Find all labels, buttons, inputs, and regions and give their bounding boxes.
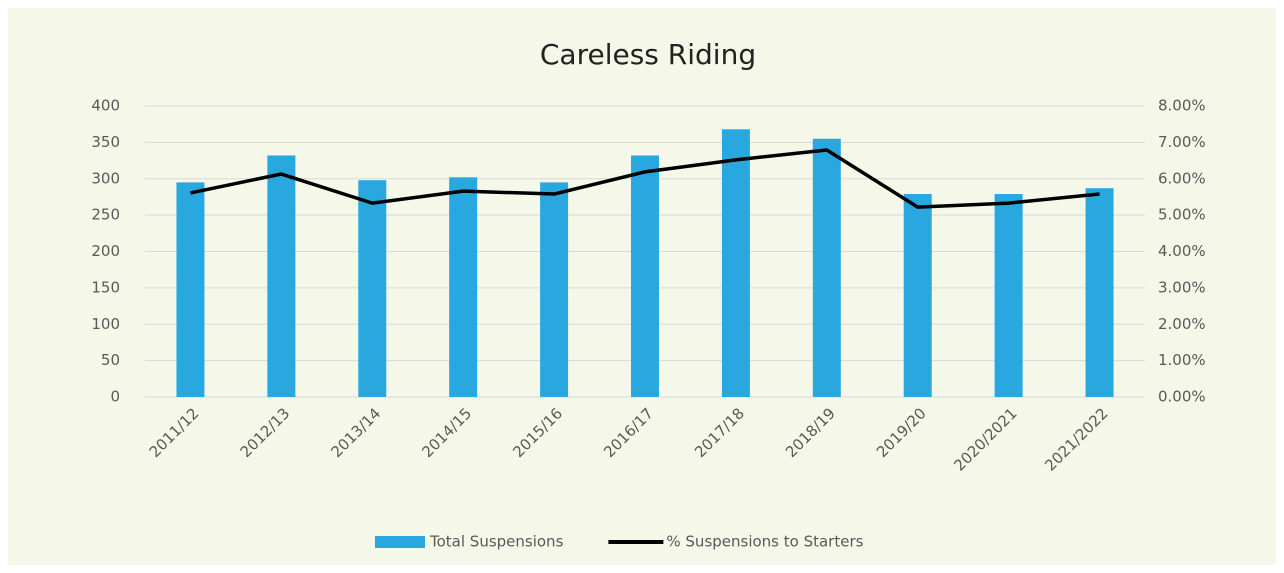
y-tick-label: 200 xyxy=(91,242,120,260)
y2-tick-label: 8.00% xyxy=(1158,97,1206,115)
line xyxy=(190,148,1100,209)
legend-swatch xyxy=(375,536,425,548)
y-tick-label: 150 xyxy=(91,278,120,296)
bar xyxy=(721,129,750,397)
bar xyxy=(903,194,932,397)
y2-tick-label: 1.00% xyxy=(1158,351,1206,369)
bar xyxy=(812,138,841,398)
bar xyxy=(540,182,569,397)
y-tick-label: 400 xyxy=(91,97,120,115)
y-tick-label: 350 xyxy=(91,133,120,151)
y2-tick-label: 5.00% xyxy=(1158,206,1206,224)
bar xyxy=(267,155,296,397)
bar xyxy=(1085,188,1114,397)
y2-tick-label: 0.00% xyxy=(1158,388,1206,406)
y2-tick-label: 4.00% xyxy=(1158,242,1206,260)
y-tick-label: 250 xyxy=(91,206,120,224)
y2-tick-label: 7.00% xyxy=(1158,133,1206,151)
y2-tick-label: 2.00% xyxy=(1158,315,1206,333)
bar xyxy=(449,177,478,397)
bar xyxy=(358,180,387,397)
y-tick-label: 100 xyxy=(91,315,120,333)
y-tick-label: 0 xyxy=(110,388,120,406)
y2-tick-label: 3.00% xyxy=(1158,278,1206,296)
y2-tick-label: 6.00% xyxy=(1158,169,1206,187)
bar xyxy=(176,182,205,397)
y-tick-label: 50 xyxy=(101,351,120,369)
bar xyxy=(994,194,1023,397)
bar xyxy=(631,155,659,397)
chart-title: Careless Riding xyxy=(540,38,756,71)
legend-label: Total Suspensions xyxy=(429,533,564,551)
y-tick-label: 300 xyxy=(91,169,120,187)
legend-label: % Suspensions to Starters xyxy=(666,533,863,551)
